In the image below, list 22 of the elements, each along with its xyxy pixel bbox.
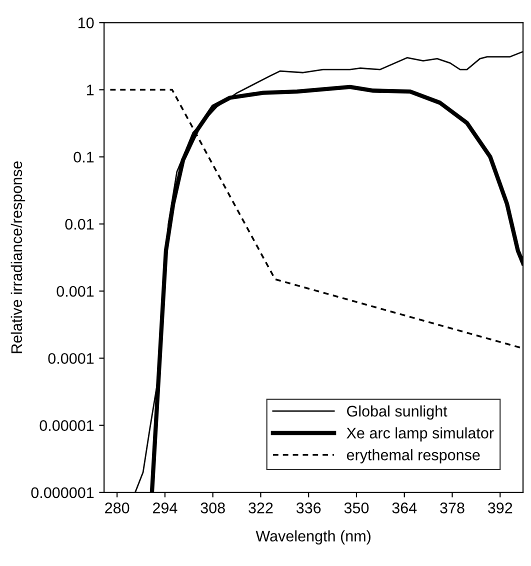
y-tick-label: 0.000001 xyxy=(31,487,94,498)
y-tick-label: 0.01 xyxy=(65,218,94,230)
x-tick-label: 280 xyxy=(105,502,130,514)
x-tick-label: 364 xyxy=(392,502,417,514)
y-tick-label: 1 xyxy=(87,84,94,96)
x-tick-label: 336 xyxy=(296,502,321,514)
x-tick-label: 308 xyxy=(200,502,225,514)
y-tick-label: 0.0001 xyxy=(48,353,94,364)
y-tick-label: 0.001 xyxy=(56,286,94,297)
y-tick-label: 10 xyxy=(78,18,94,28)
x-tick-label: 350 xyxy=(344,502,369,514)
x-tick-label: 378 xyxy=(440,502,464,514)
x-tick-label: 294 xyxy=(152,502,178,514)
x-tick-label: 322 xyxy=(248,502,273,514)
legend-label: Global sunlight xyxy=(347,405,448,420)
y-tick-label: 0.00001 xyxy=(40,420,94,431)
legend-label: erythemal response xyxy=(346,449,480,464)
y-axis-title: Relative irradiance/response xyxy=(10,161,26,354)
x-tick-label: 392 xyxy=(488,502,512,514)
x-axis-title: Wavelength (nm) xyxy=(256,530,370,545)
legend-label: Xe arc lamp simulator xyxy=(346,427,494,442)
y-tick-label: 0.1 xyxy=(74,152,94,163)
